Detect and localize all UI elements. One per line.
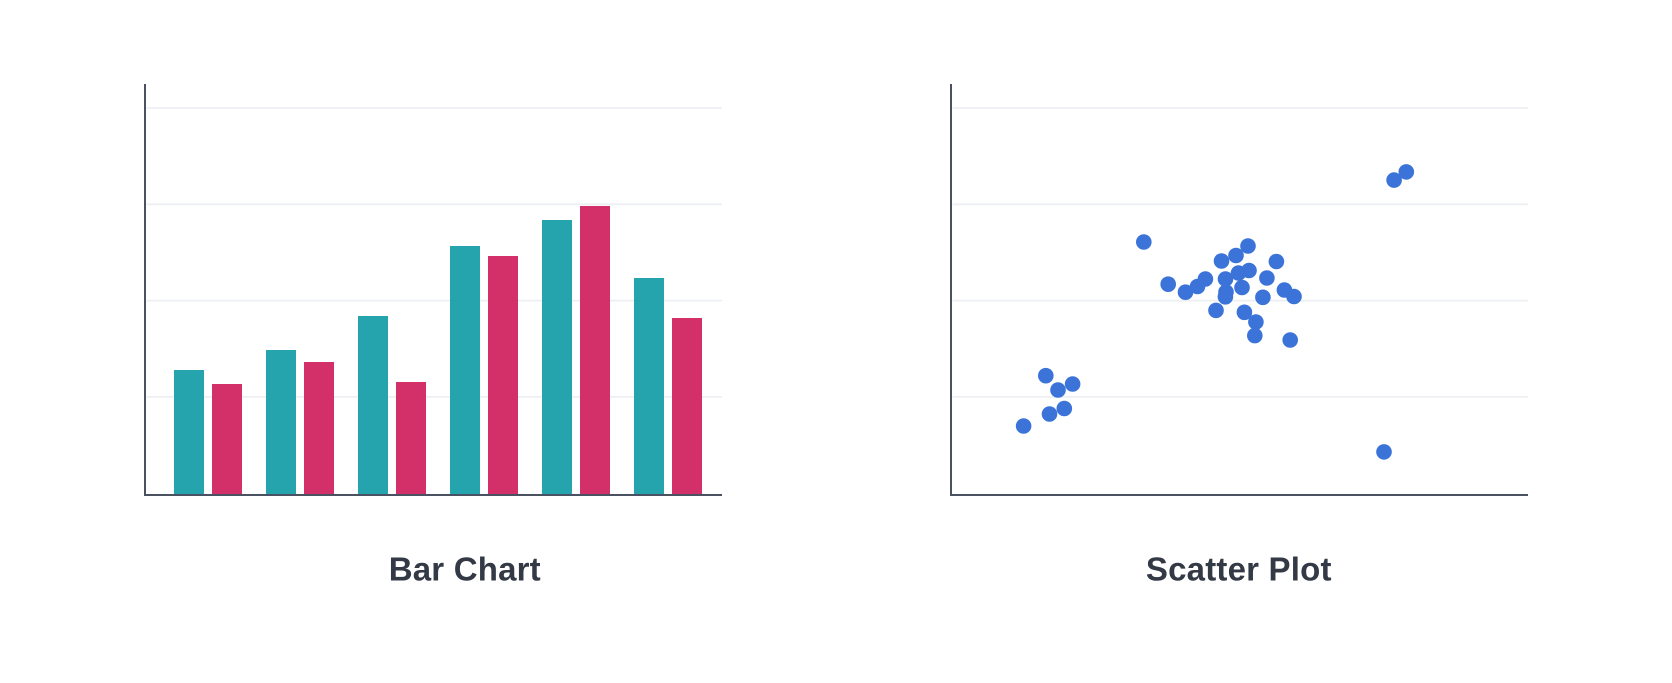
svg-text:Scatter Plot: Scatter Plot: [1146, 551, 1332, 588]
svg-text:Bar Chart: Bar Chart: [389, 551, 541, 588]
